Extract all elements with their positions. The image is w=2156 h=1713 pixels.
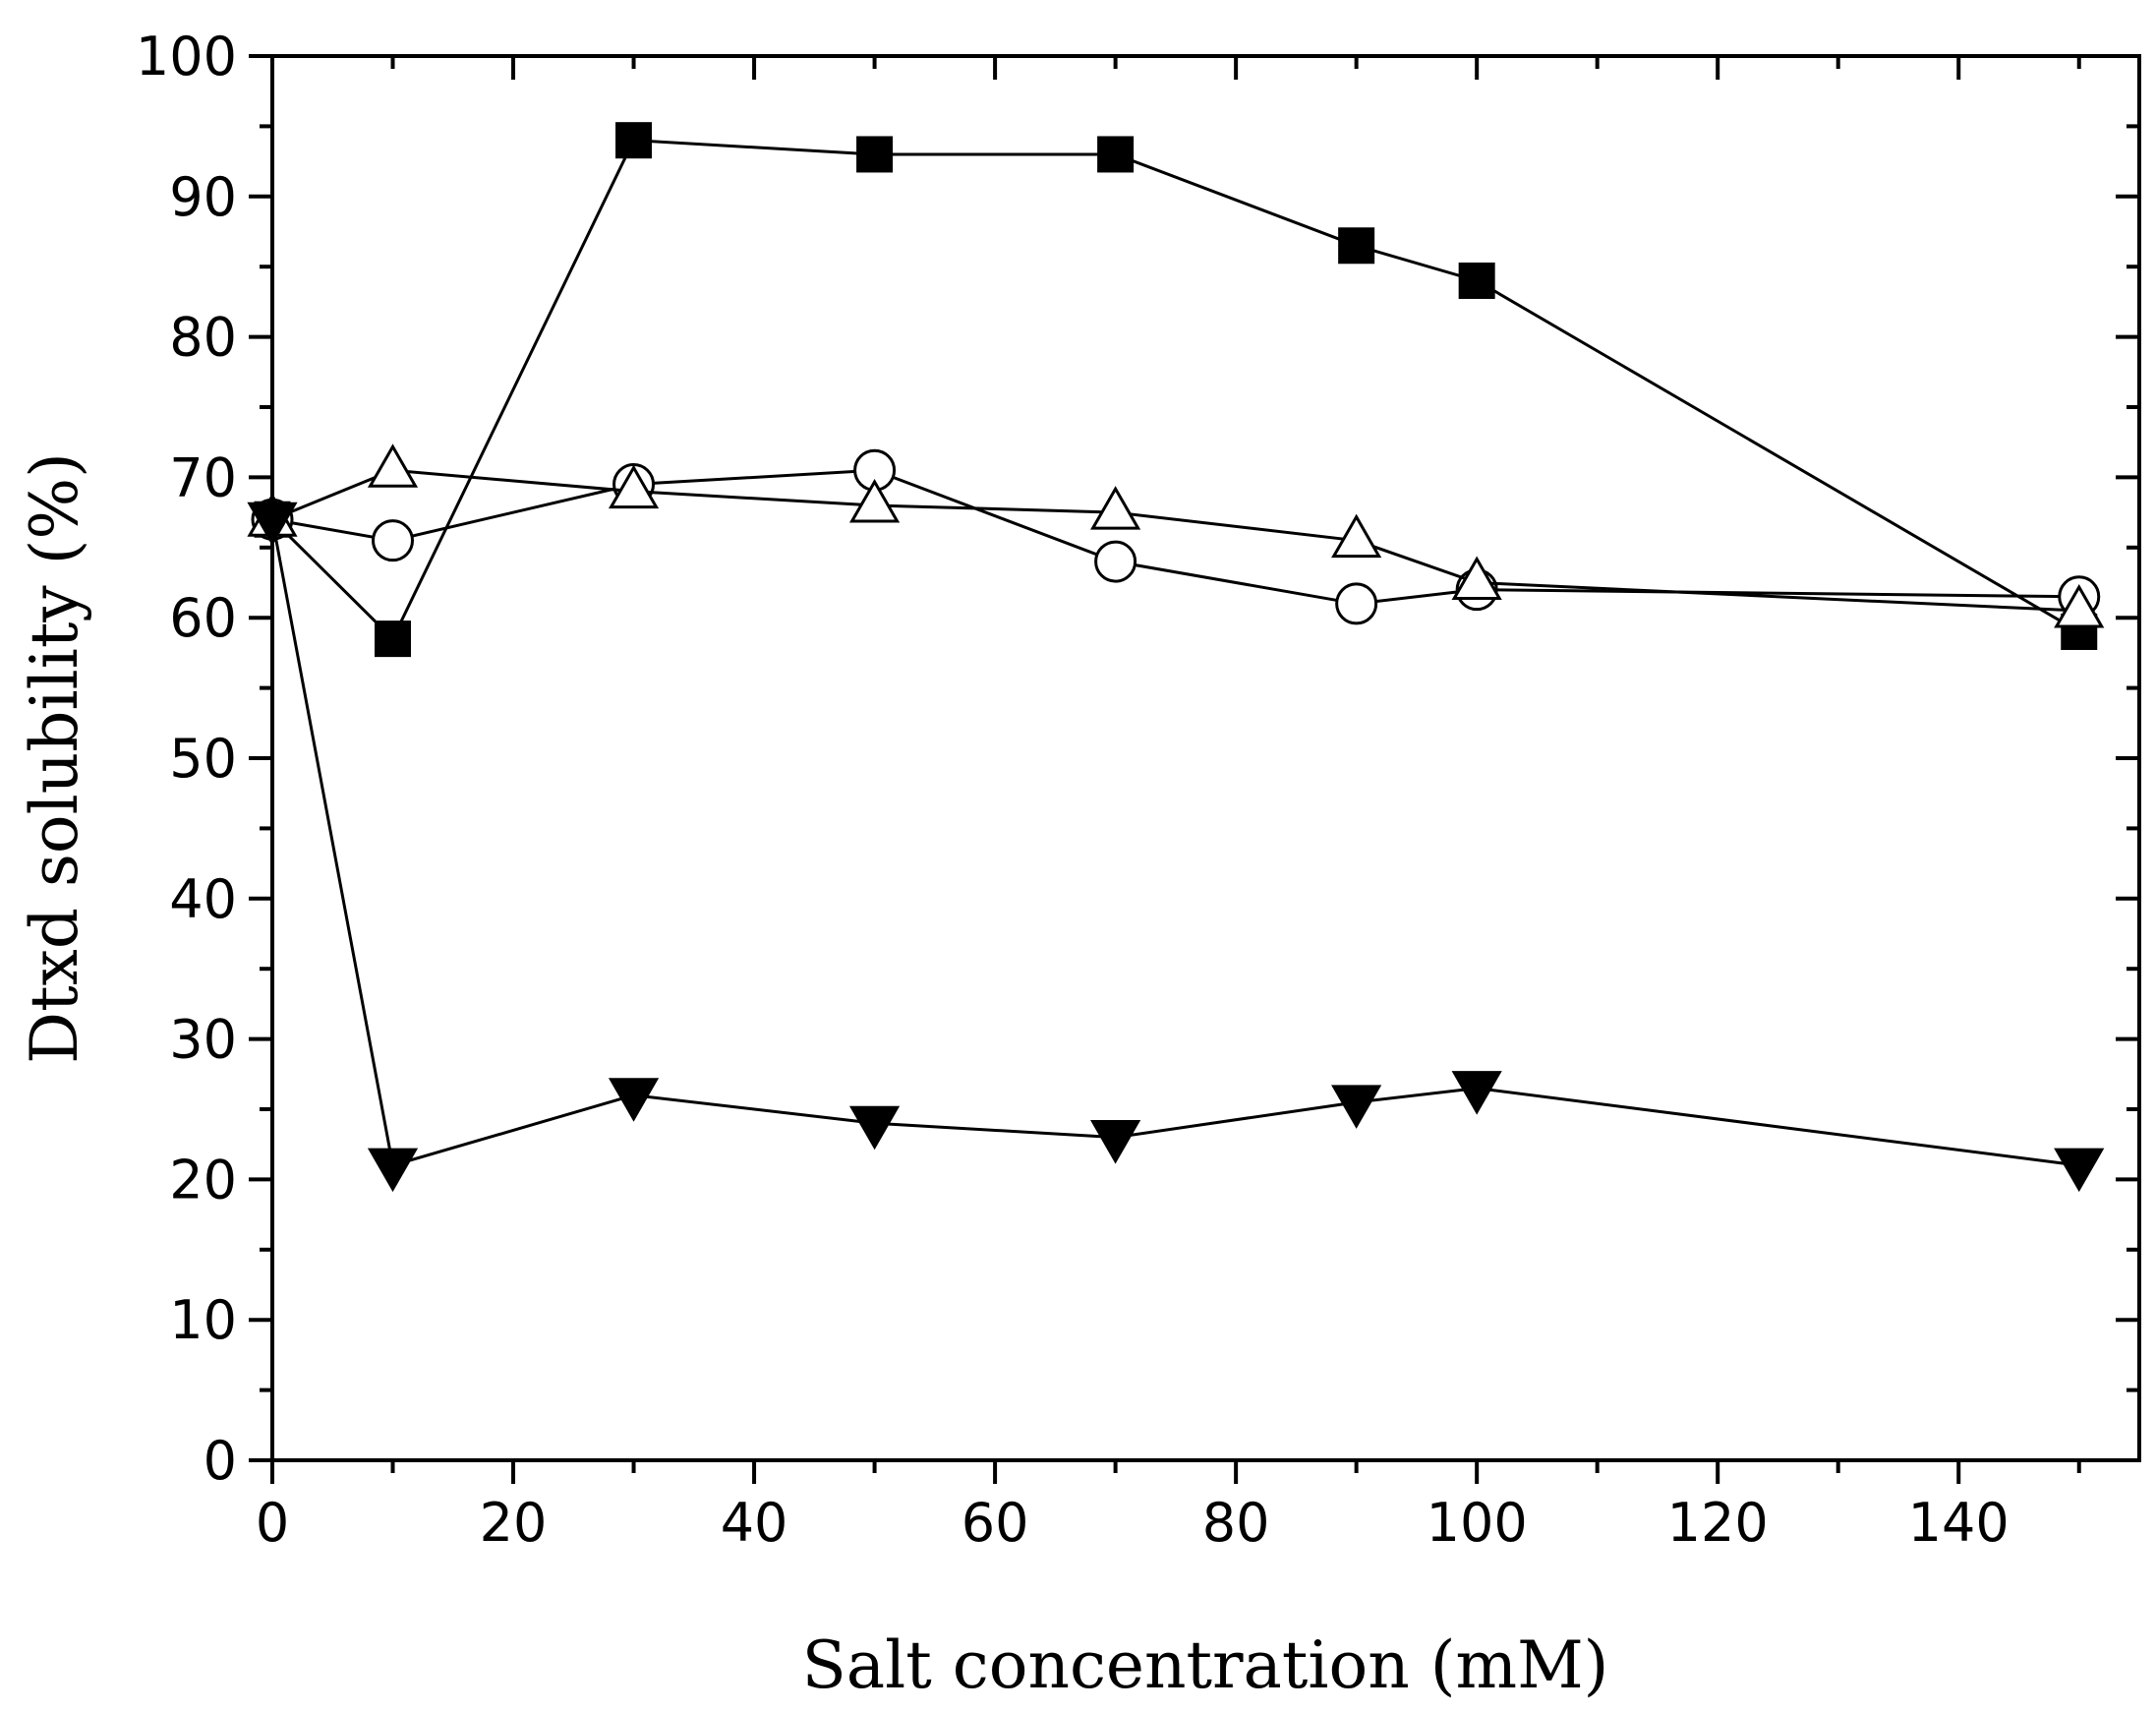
data-point-open-triangle: [1331, 513, 1382, 559]
data-point-filled-down-triangle: [1090, 1120, 1141, 1164]
y-tick-label: 30: [169, 1009, 237, 1071]
data-point-filled-down-triangle: [608, 1078, 660, 1122]
x-tick-label: 140: [1908, 1492, 2010, 1554]
series-open-triangle: [247, 443, 2105, 628]
x-tick-label: 0: [256, 1492, 289, 1554]
data-series: [247, 122, 2105, 1193]
data-point-filled-square: [856, 136, 894, 173]
y-tick-label: 20: [169, 1149, 237, 1211]
y-tick-label: 50: [169, 728, 237, 790]
x-tick-label: 20: [480, 1492, 548, 1554]
data-point-open-triangle: [367, 443, 419, 488]
x-tick-label: 60: [961, 1492, 1029, 1554]
series-line-open-circle: [271, 468, 2079, 606]
data-point-open-triangle: [1090, 486, 1141, 530]
data-point-filled-square: [1097, 136, 1135, 173]
data-point-filled-down-triangle: [1451, 1071, 1502, 1115]
x-tick-label: 120: [1667, 1492, 1769, 1554]
y-tick-label: 10: [169, 1289, 237, 1351]
series-line-open-triangle: [271, 468, 2079, 613]
y-tick-label: 90: [169, 166, 237, 228]
data-point-open-triangle: [608, 464, 660, 509]
y-tick-label: 70: [169, 446, 237, 508]
x-tick-label: 100: [1427, 1492, 1528, 1554]
series-filled-square: [254, 122, 2098, 658]
data-point-open-triangle: [848, 478, 901, 523]
data-point-open-circle: [372, 519, 415, 562]
data-point-filled-square: [615, 122, 653, 159]
data-point-filled-square: [1338, 227, 1375, 265]
y-tick-label: 60: [169, 587, 237, 649]
data-point-filled-down-triangle: [848, 1105, 901, 1151]
x-tick-label: 80: [1202, 1492, 1270, 1554]
data-point-filled-square: [375, 620, 412, 658]
tick-labels: 0 20 40 60 80 100 120 140 0 10 20 30 40 50 60 70 80 90 100: [136, 26, 2010, 1554]
data-point-filled-square: [1458, 262, 1495, 299]
series-line-filled-square: [270, 139, 2080, 642]
data-point-filled-down-triangle: [2054, 1148, 2105, 1193]
data-point-open-circle: [1335, 582, 1378, 625]
y-tick-label: 80: [169, 307, 237, 369]
y-axis-title: Dtxd solubility (%): [17, 452, 92, 1064]
data-point-open-triangle: [2054, 584, 2105, 628]
x-axis-title: Salt concentration (mM): [802, 1627, 1609, 1703]
series-filled-down-triangle: [247, 502, 2105, 1193]
data-point-filled-down-triangle: [1331, 1085, 1382, 1129]
y-tick-label: 0: [204, 1430, 237, 1492]
data-point-open-triangle: [1451, 556, 1502, 600]
plot-frame: [270, 54, 2141, 1462]
y-tick-label: 100: [136, 26, 237, 88]
axis-ticks: [249, 54, 2139, 1484]
data-point-open-circle: [1094, 540, 1137, 583]
series-line-filled-down-triangle: [270, 518, 2079, 1168]
data-point-filled-down-triangle: [367, 1148, 419, 1193]
y-tick-label: 40: [169, 868, 237, 930]
x-tick-label: 40: [721, 1492, 788, 1554]
